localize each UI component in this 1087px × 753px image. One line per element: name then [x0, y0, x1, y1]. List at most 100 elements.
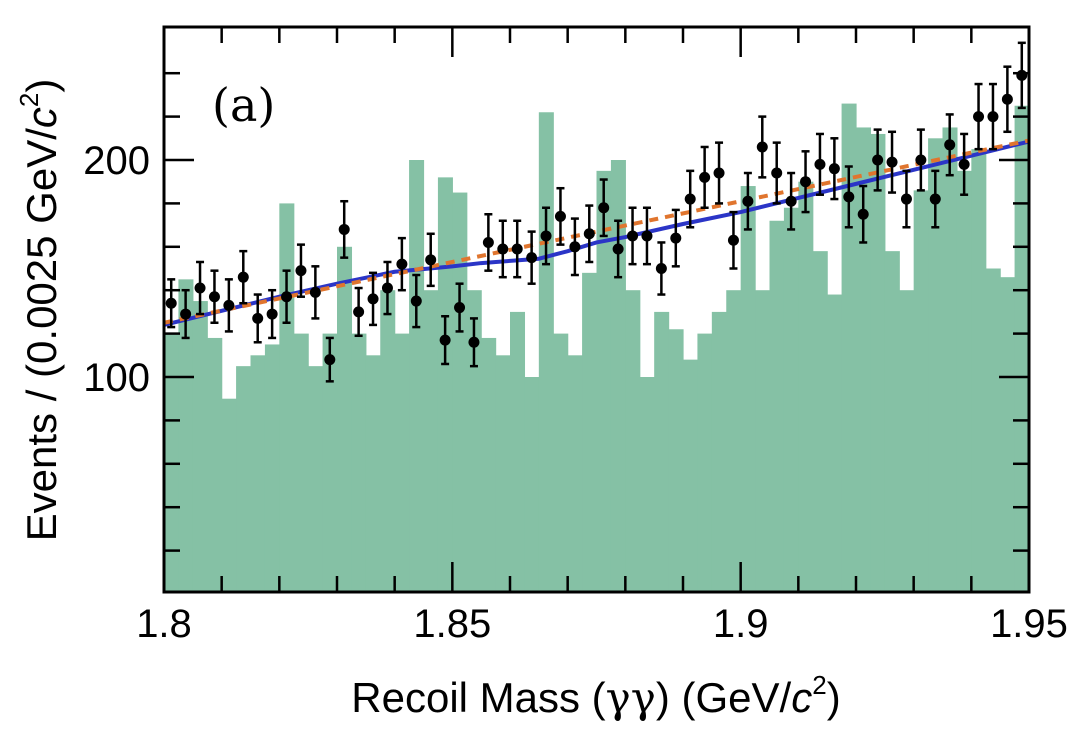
histogram-bin: [870, 133, 886, 592]
data-marker: [655, 263, 667, 274]
data-point: [987, 82, 999, 151]
data-marker: [915, 154, 927, 166]
histogram-bin: [207, 337, 223, 592]
data-points: [165, 41, 1028, 383]
data-point: [814, 132, 826, 196]
data-point: [454, 282, 466, 333]
data-point: [655, 241, 667, 296]
histogram-bin: [971, 149, 987, 592]
data-marker: [872, 154, 884, 166]
histogram-bin: [567, 355, 583, 592]
data-point: [338, 199, 350, 259]
histogram-bin: [409, 160, 425, 592]
data-marker: [425, 254, 437, 266]
data-marker: [1001, 93, 1013, 105]
data-point: [511, 219, 523, 279]
histogram-bin: [279, 203, 295, 592]
data-marker: [929, 193, 941, 205]
data-point: [583, 204, 595, 264]
histogram-bin: [913, 190, 929, 592]
histogram-bin: [264, 344, 280, 592]
data-point: [641, 206, 653, 266]
data-marker: [886, 156, 898, 168]
histogram-bin: [783, 207, 799, 592]
histogram-bin: [308, 366, 324, 592]
data-marker: [944, 139, 956, 151]
histogram-bin: [524, 377, 540, 592]
data-point: [756, 115, 768, 179]
data-marker: [583, 228, 595, 240]
data-point: [425, 232, 437, 288]
histogram-bin: [740, 186, 756, 592]
histogram-bin: [495, 355, 511, 592]
data-marker: [699, 171, 711, 183]
histogram-bin: [755, 290, 771, 592]
histogram-bin: [337, 246, 353, 592]
data-marker: [771, 167, 783, 179]
histogram-bin: [798, 181, 814, 592]
data-point: [237, 249, 249, 305]
histogram-bin: [812, 251, 828, 592]
data-point: [410, 273, 422, 329]
data-marker: [641, 230, 653, 242]
histogram-bin: [942, 127, 958, 592]
histogram-bin: [293, 333, 309, 592]
data-point: [468, 317, 480, 368]
data-marker: [482, 236, 494, 248]
y-tick-label: 100: [83, 356, 150, 400]
data-point: [973, 82, 985, 151]
data-point: [295, 243, 307, 298]
data-point: [497, 219, 509, 279]
data-marker: [973, 111, 985, 123]
y-axis-label: Events / (0.0025 GeV/c2): [14, 79, 65, 542]
histogram-bin: [769, 220, 785, 592]
data-point: [208, 269, 220, 324]
histogram-bin: [322, 333, 338, 592]
histogram-bin: [380, 290, 396, 592]
histogram-bin: [711, 311, 727, 592]
data-point: [353, 286, 365, 338]
panel-label: (a): [212, 78, 275, 132]
data-marker: [511, 243, 523, 255]
data-marker: [252, 312, 264, 324]
data-marker: [309, 286, 321, 298]
histogram-bin: [697, 333, 713, 592]
data-marker: [468, 336, 480, 348]
histogram-bin: [956, 170, 972, 592]
data-marker: [540, 230, 552, 242]
fit-background-curve: [164, 138, 1029, 325]
data-point: [223, 278, 235, 333]
data-point: [727, 210, 739, 270]
histogram-bin: [510, 311, 526, 592]
data-marker: [454, 302, 466, 314]
data-point: [526, 230, 538, 285]
data-marker: [598, 202, 610, 214]
histogram-bin: [236, 366, 252, 592]
data-marker: [800, 176, 812, 188]
histogram-bin: [668, 329, 684, 592]
histogram-bin: [1043, 203, 1058, 592]
histogram-bin: [553, 333, 569, 592]
data-marker: [987, 111, 999, 123]
x-tick-label: 1.95: [990, 602, 1068, 646]
data-point: [944, 113, 956, 177]
histogram-bin: [538, 112, 554, 592]
histogram-bin: [625, 290, 641, 592]
histogram-bin: [841, 103, 857, 592]
histogram-bin: [596, 170, 612, 592]
data-point: [194, 260, 206, 316]
data-point: [252, 293, 264, 344]
data-point: [684, 169, 696, 229]
data-point: [857, 184, 869, 244]
data-point: [670, 208, 682, 268]
data-point: [915, 128, 927, 192]
data-marker: [742, 195, 754, 207]
histogram-bin: [899, 290, 915, 592]
histogram-bin: [928, 138, 944, 592]
data-marker: [900, 193, 912, 205]
data-point: [165, 278, 177, 329]
data-point: [266, 288, 278, 340]
x-tick-label: 1.9: [713, 602, 769, 646]
data-marker: [569, 241, 581, 253]
data-marker: [526, 252, 538, 264]
